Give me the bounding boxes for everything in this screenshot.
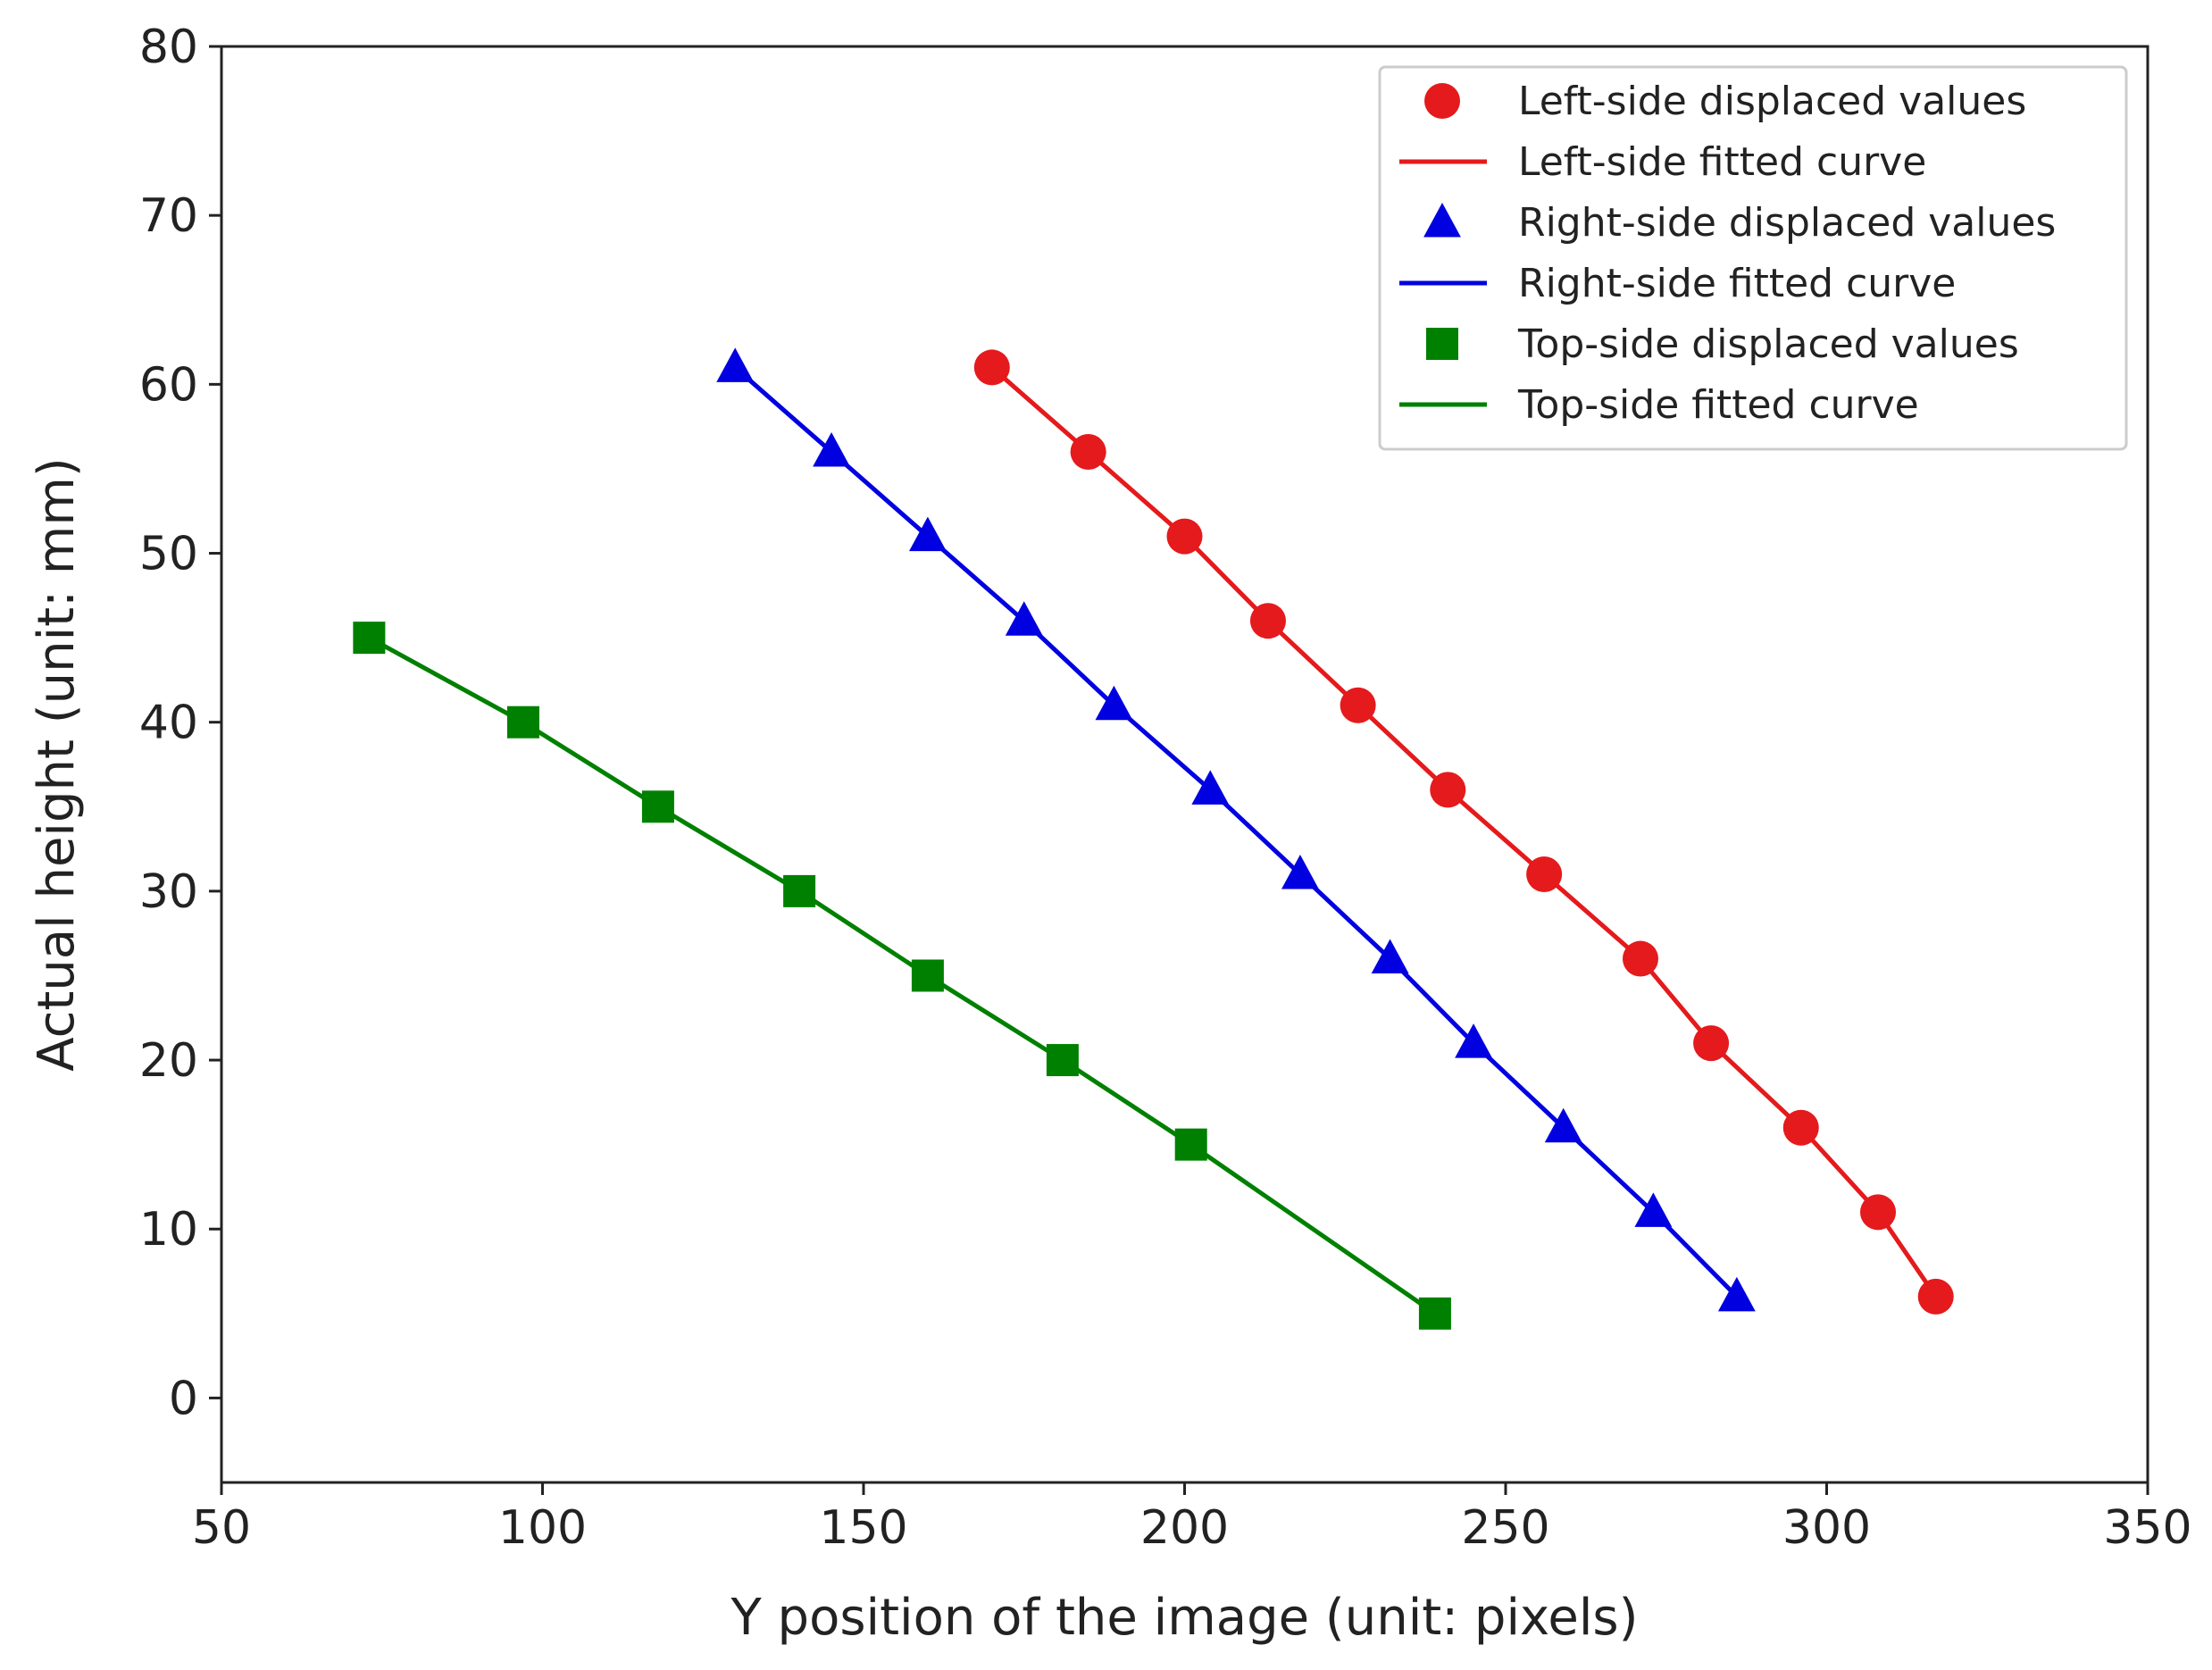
legend: Left-side displaced values Left-side fitt… xyxy=(1378,65,2128,451)
y-tick-label: 20 xyxy=(139,1034,198,1088)
legend-entry-label: Top-side displaced values xyxy=(1517,321,2019,367)
series-3 xyxy=(733,365,1739,1298)
y-tick-label: 80 xyxy=(139,21,198,74)
axis-ticks: 50 100 150 200 250 300 350 0 10 20 30 40 50 60 70 80 xyxy=(139,21,2192,1555)
x-tick-label: 50 xyxy=(192,1501,251,1555)
y-axis-label: Actual height (unit: mm) xyxy=(28,457,86,1072)
y-tick-label: 10 xyxy=(139,1203,198,1257)
x-tick-label: 200 xyxy=(1140,1501,1229,1555)
legend-entry-label: Left-side fitted curve xyxy=(1518,139,1926,185)
legend-entry-label: Left-side displaced values xyxy=(1518,79,2026,124)
legend-entry-label: Top-side fitted curve xyxy=(1517,382,1919,428)
legend-box xyxy=(1378,65,2128,451)
legend-triangle-marker xyxy=(1423,203,1461,238)
series-1 xyxy=(990,365,1938,1298)
legend-entry-label: Right-side displaced values xyxy=(1518,200,2056,246)
y-tick-label: 0 xyxy=(169,1372,198,1425)
x-tick-label: 100 xyxy=(498,1501,587,1555)
x-tick-label: 250 xyxy=(1461,1501,1549,1555)
x-tick-label: 300 xyxy=(1782,1501,1871,1555)
y-tick-label: 70 xyxy=(139,189,198,243)
x-axis-label: Y position of the image (unit: pixels) xyxy=(730,1589,1639,1647)
y-tick-label: 40 xyxy=(139,697,198,750)
y-tick-label: 60 xyxy=(139,358,198,412)
plot-marks xyxy=(353,347,1954,1330)
y-tick-label: 30 xyxy=(139,865,198,919)
fitted-curve-line xyxy=(733,365,1739,1298)
y-tick-label: 50 xyxy=(139,528,198,581)
fitted-curve-line xyxy=(368,635,1437,1315)
x-tick-label: 150 xyxy=(819,1501,907,1555)
fitted-curve-line xyxy=(990,365,1938,1298)
series-5 xyxy=(368,635,1437,1315)
legend-entry-label: Right-side fitted curve xyxy=(1518,261,1956,306)
legend-circle-marker xyxy=(1424,83,1460,119)
x-tick-label: 350 xyxy=(2103,1501,2191,1555)
legend-square-marker xyxy=(1426,328,1458,360)
